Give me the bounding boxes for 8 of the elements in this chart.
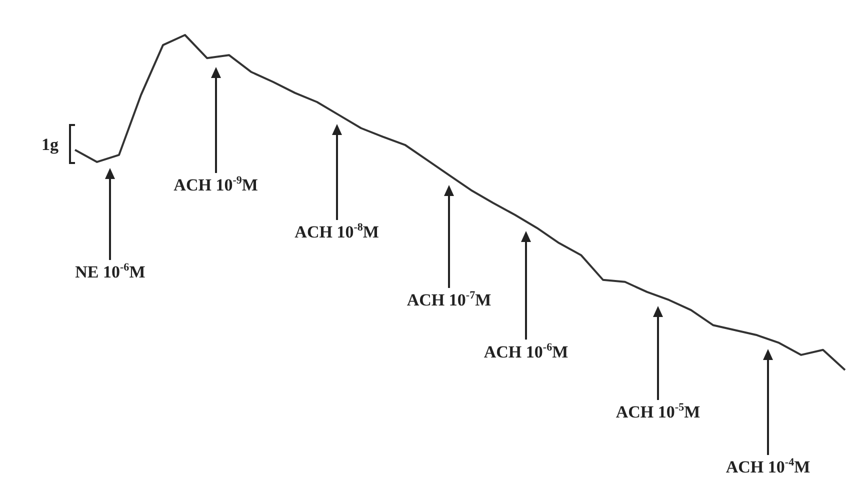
annotation: ACH 10$^{-8}$M xyxy=(294,222,379,242)
annotation: NE 10$^{-6}$M xyxy=(75,262,146,282)
text: ACH 10$^{-4}$M xyxy=(726,456,810,478)
text: ACH 10$^{-5}$M xyxy=(616,402,700,422)
text: 1g xyxy=(42,135,58,155)
annotation: ACH 10$^{-6}$M xyxy=(484,342,568,362)
annotation: ACH 10$^{-9}$M xyxy=(174,174,258,196)
annotation: ACH 10$^{-7}$M xyxy=(406,290,492,310)
